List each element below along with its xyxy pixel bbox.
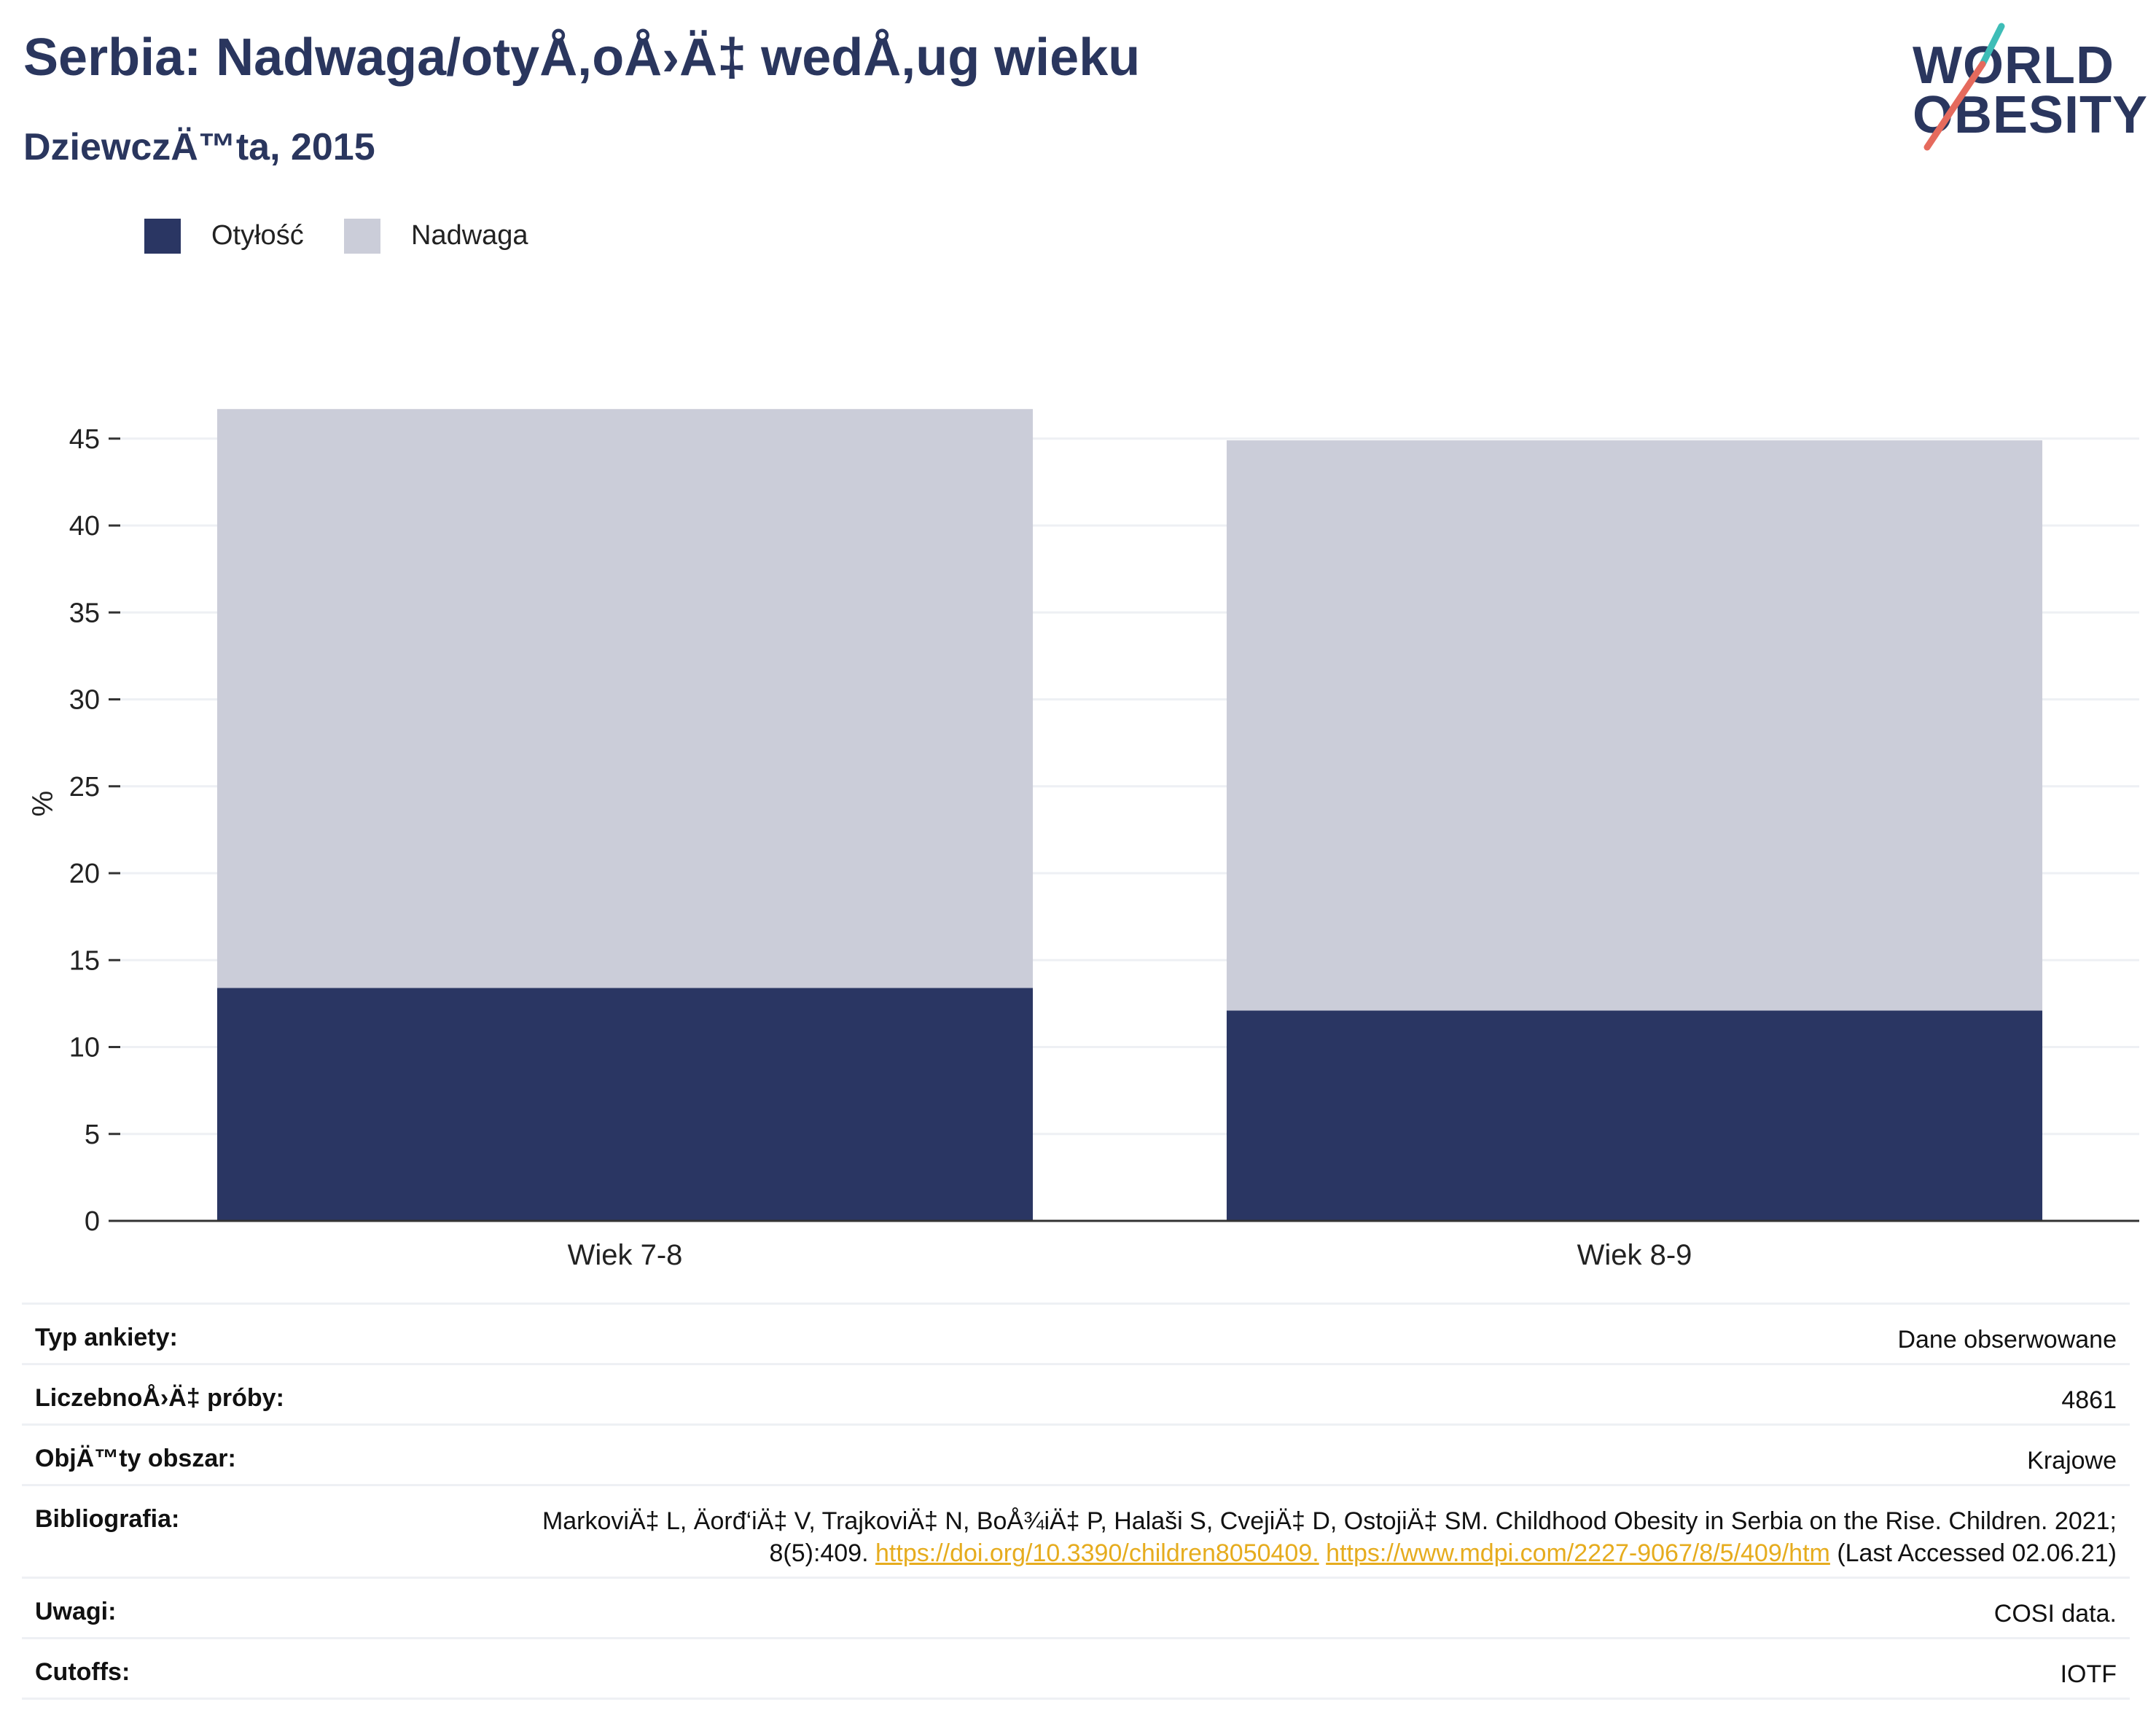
x-tick-label: Wiek 8-9: [1577, 1239, 1692, 1271]
logo-slash-icon: [1923, 23, 2005, 151]
legend-label-overweight: Nadwaga: [411, 220, 528, 251]
y-tick-label: 20: [69, 859, 100, 889]
meta-key: Bibliografia:: [35, 1505, 180, 1533]
y-axis-label: %: [27, 791, 59, 817]
legend-swatch-obesity: [144, 219, 181, 254]
bar-overweight: [1226, 440, 2043, 1011]
bar-obesity: [216, 988, 1034, 1221]
doi-link[interactable]: https://doi.org/10.3390/children8050409.: [875, 1539, 1319, 1568]
meta-value: IOTF: [2060, 1660, 2117, 1688]
meta-key: ObjÄ™ty obszar:: [35, 1445, 236, 1472]
meta-row-notes: Uwagi: COSI data.: [22, 1577, 2130, 1637]
meta-key: Uwagi:: [35, 1598, 117, 1625]
meta-value: 4861: [2061, 1386, 2117, 1414]
meta-row-sample-size: LiczebnoÅ›Ä‡ próby: 4861: [22, 1363, 2130, 1423]
bar-overweight: [216, 409, 1034, 988]
y-tick-label: 40: [69, 511, 100, 542]
metadata-table: Typ ankiety: Dane obserwowane LiczebnoÅ›…: [22, 1303, 2130, 1700]
mdpi-link[interactable]: https://www.mdpi.com/2227-9067/8/5/409/h…: [1326, 1539, 1830, 1568]
legend-label-obesity: Otyłość: [211, 220, 304, 251]
meta-value: Dane obserwowane: [1897, 1326, 2117, 1354]
bar-chart: 0 5 10 15 20 25 30 35 40 45% Wiek 7-8 Wiek 8-9: [27, 409, 2139, 1271]
meta-row-survey-type: Typ ankiety: Dane obserwowane: [22, 1303, 2130, 1363]
y-tick-label: 10: [69, 1033, 100, 1063]
chart-subtitle: DziewczÄ™ta, 2015: [23, 126, 375, 168]
y-tick-label: 45: [69, 424, 100, 455]
meta-row-cutoffs: Cutoffs: IOTF: [22, 1637, 2130, 1700]
logo-line-1: WORLD: [1913, 36, 2114, 95]
bibliography-access-note: (Last Accessed 02.06.21): [1829, 1539, 2117, 1568]
y-tick-label: 35: [69, 598, 100, 628]
meta-key: Typ ankiety:: [35, 1324, 178, 1351]
chart-title: Serbia: Nadwaga/otyÅ‚oÅ›Ä‡ wedÅ‚ug wieku: [23, 28, 1141, 87]
meta-key: LiczebnoÅ›Ä‡ próby:: [35, 1384, 284, 1412]
y-tick-label: 0: [85, 1206, 100, 1237]
bibliography-text: MarkoviÄ‡ L, Äorđ‘iÄ‡ V, TrajkoviÄ‡ N, B…: [542, 1507, 2117, 1568]
x-tick-label: Wiek 7-8: [568, 1239, 683, 1271]
bar-obesity: [1226, 1010, 2043, 1221]
legend-swatch-overweight: [344, 219, 380, 254]
y-tick-label: 5: [85, 1120, 100, 1150]
y-tick-label: 15: [69, 945, 100, 976]
world-obesity-logo: WORLD OBESITY: [1902, 22, 2147, 153]
meta-value: COSI data.: [1993, 1600, 2117, 1628]
meta-row-area-covered: ObjÄ™ty obszar: Krajowe: [22, 1423, 2130, 1484]
meta-value: Krajowe: [2027, 1447, 2117, 1475]
y-tick-label: 25: [69, 772, 100, 802]
meta-key: Cutoffs:: [35, 1658, 130, 1686]
y-tick-label: 30: [69, 685, 100, 716]
meta-value: MarkoviÄ‡ L, Äorđ‘iÄ‡ V, TrajkoviÄ‡ N, B…: [459, 1486, 2130, 1569]
meta-row-bibliography: Bibliografia: MarkoviÄ‡ L, Äorđ‘iÄ‡ V, T…: [22, 1484, 2130, 1577]
